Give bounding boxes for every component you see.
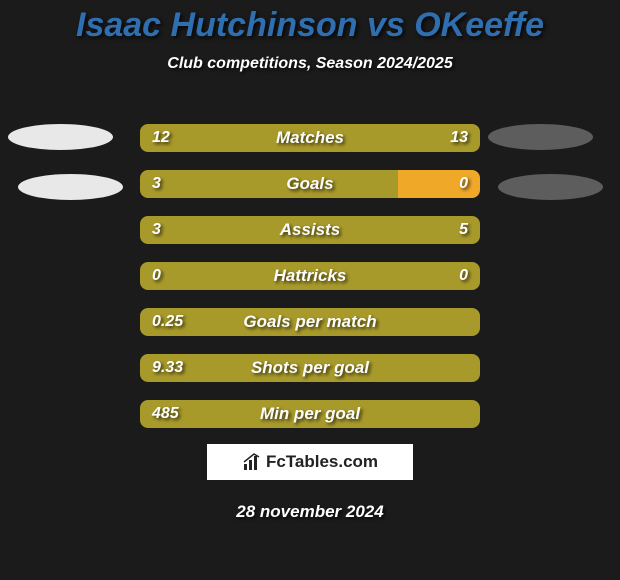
player-left-shape-2 xyxy=(18,174,123,200)
stat-label: Matches xyxy=(140,124,480,152)
stat-row-min-per-goal: Min per goal485 xyxy=(140,400,480,428)
stat-value-right xyxy=(456,308,480,336)
stat-label: Assists xyxy=(140,216,480,244)
stat-row-goals-per-match: Goals per match0.25 xyxy=(140,308,480,336)
player-left-shape-1 xyxy=(8,124,113,150)
brand-box: FcTables.com xyxy=(207,444,413,480)
stat-value-right: 0 xyxy=(447,262,480,290)
stat-label: Goals xyxy=(140,170,480,198)
stat-value-left: 485 xyxy=(140,400,191,428)
stat-value-left: 12 xyxy=(140,124,182,152)
stat-row-hattricks: Hattricks0 0 xyxy=(140,262,480,290)
stat-value-left: 3 xyxy=(140,216,173,244)
stat-row-matches: Matches12 13 xyxy=(140,124,480,152)
player-right-shape-1 xyxy=(488,124,593,150)
stat-value-left: 0 xyxy=(140,262,173,290)
page-title: Isaac Hutchinson vs OKeeffe xyxy=(0,0,620,45)
stat-row-goals: Goals3 0 xyxy=(140,170,480,198)
stat-row-assists: Assists3 5 xyxy=(140,216,480,244)
comparison-bars: Matches1213Goals30Assists35Hattricks00Go… xyxy=(140,124,480,446)
chart-icon xyxy=(242,452,262,472)
player-right-shape-2 xyxy=(498,174,603,200)
date-text: 28 november 2024 xyxy=(0,502,620,522)
stat-value-right: 5 xyxy=(447,216,480,244)
stat-value-left: 3 xyxy=(140,170,173,198)
stat-value-right xyxy=(456,400,480,428)
subtitle: Club competitions, Season 2024/2025 xyxy=(0,55,620,73)
brand-text: FcTables.com xyxy=(266,452,378,472)
stat-label: Hattricks xyxy=(140,262,480,290)
stat-value-right: 13 xyxy=(438,124,480,152)
stat-value-right: 0 xyxy=(447,170,480,198)
stat-row-shots-per-goal: Shots per goal9.33 xyxy=(140,354,480,382)
stat-value-right xyxy=(456,354,480,382)
stat-value-left: 9.33 xyxy=(140,354,195,382)
stat-label: Min per goal xyxy=(140,400,480,428)
stat-value-left: 0.25 xyxy=(140,308,195,336)
